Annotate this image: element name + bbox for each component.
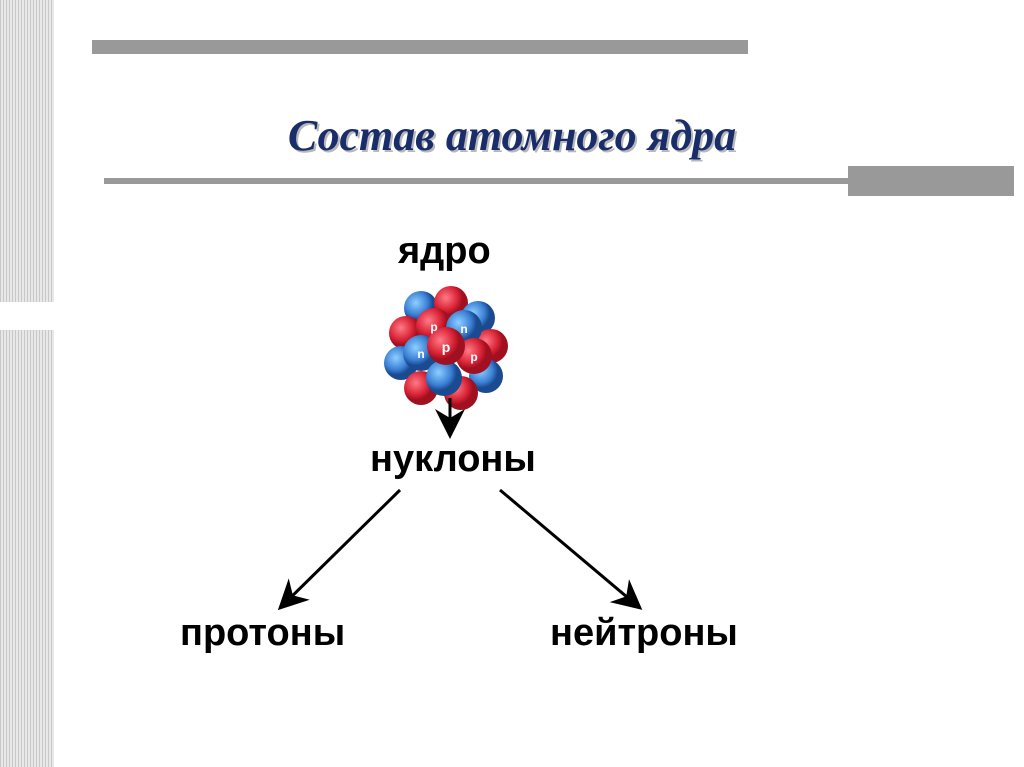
- label-protons: протоны: [180, 612, 345, 655]
- left-stripe-bottom: [0, 330, 54, 767]
- nucleus-graphic: p p n p n: [366, 268, 526, 428]
- svg-text:p: p: [442, 339, 451, 355]
- label-nucleons: нуклоны: [370, 438, 536, 481]
- svg-text:n: n: [417, 347, 424, 361]
- svg-text:p: p: [470, 350, 477, 364]
- arrow-nucleons-neutrons: [500, 490, 640, 608]
- svg-text:p: p: [430, 320, 437, 334]
- decor-bar-2: [104, 178, 848, 184]
- decor-bar-3: [848, 166, 1014, 196]
- slide-title: Состав атомного ядра: [0, 110, 1024, 161]
- nucleus-svg: p p n p n: [366, 268, 526, 428]
- svg-text:n: n: [460, 322, 467, 336]
- label-neutrons: нейтроны: [550, 612, 738, 655]
- arrow-nucleons-protons: [280, 490, 400, 608]
- label-core: ядро: [398, 230, 491, 273]
- decor-bar-1: [92, 40, 748, 54]
